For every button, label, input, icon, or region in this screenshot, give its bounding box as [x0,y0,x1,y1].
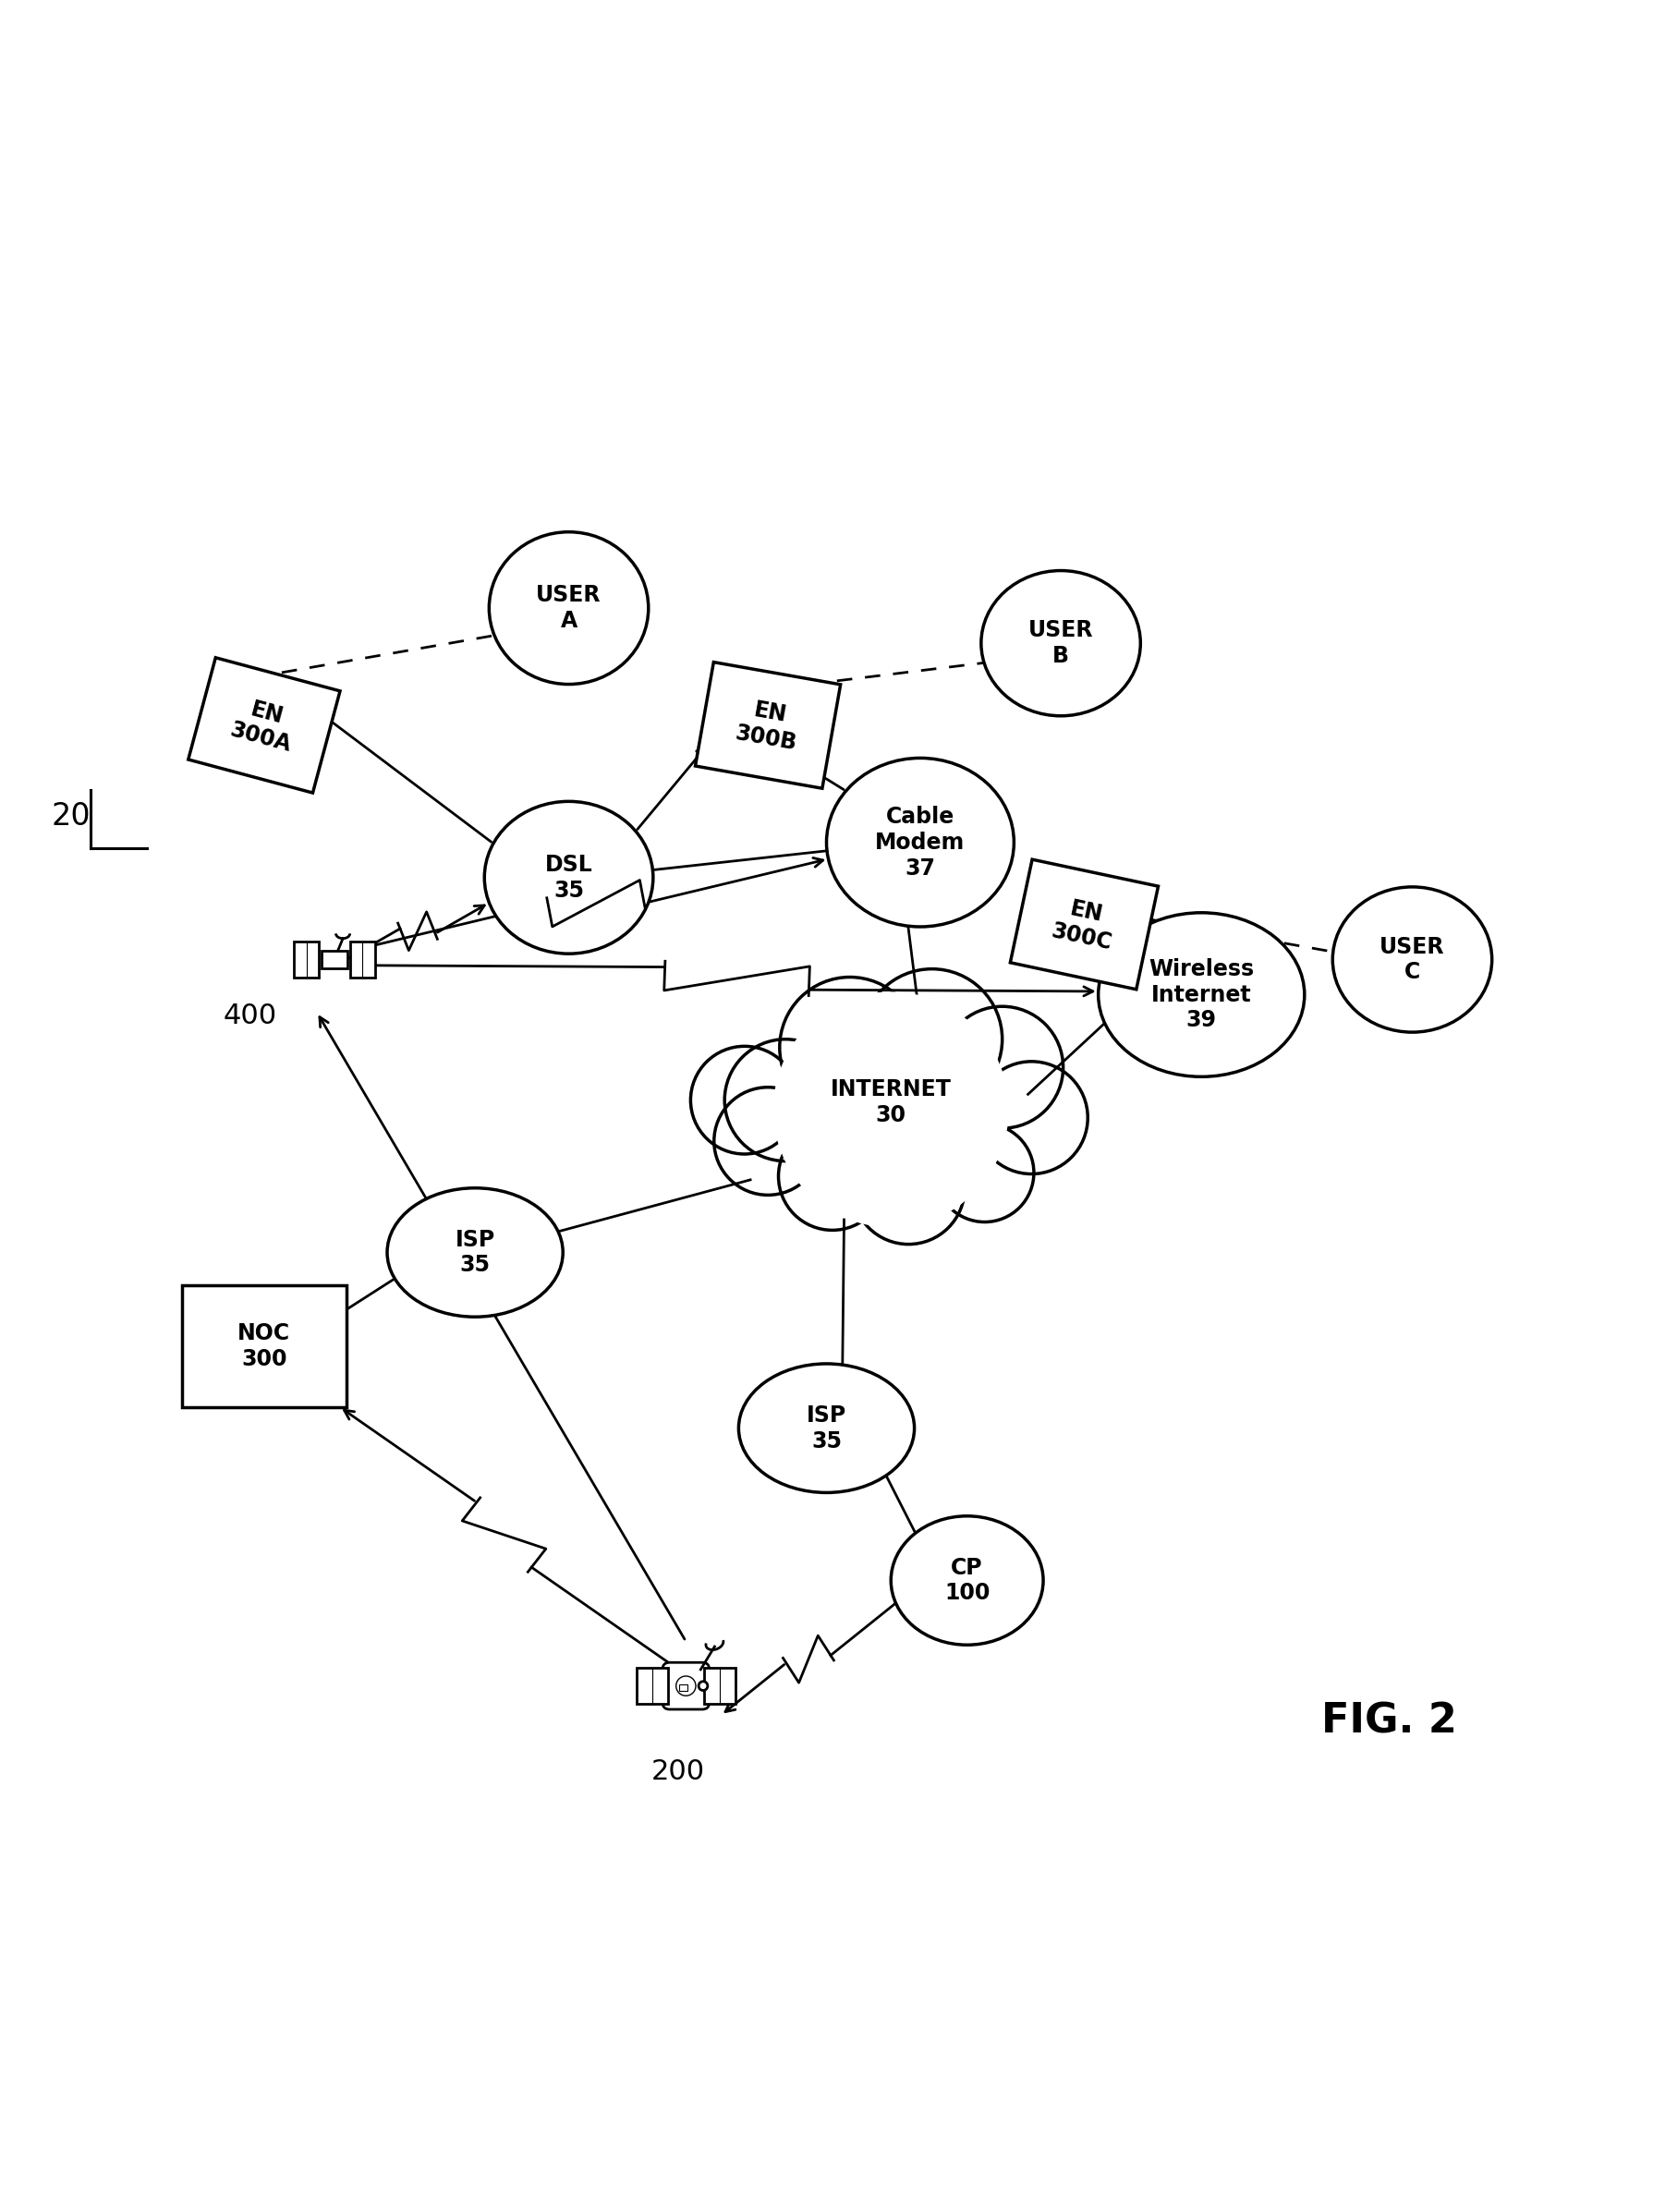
Text: EN
300C: EN 300C [1050,894,1119,953]
Text: 20: 20 [51,801,91,832]
Bar [679,1683,688,1690]
Ellipse shape [1098,914,1304,1077]
Circle shape [861,969,1002,1110]
Bar [636,1668,668,1703]
Circle shape [714,1088,822,1194]
Text: NOC
300: NOC 300 [238,1323,291,1369]
Polygon shape [1010,860,1159,989]
Ellipse shape [826,759,1013,927]
Text: Wireless
Internet
39: Wireless Internet 39 [1149,958,1255,1031]
Text: ISP
35: ISP 35 [455,1228,494,1276]
Ellipse shape [387,1188,564,1316]
Polygon shape [696,661,840,787]
Circle shape [853,1133,965,1243]
Ellipse shape [739,1365,914,1493]
Bar [350,942,375,978]
Text: EN
300B: EN 300B [732,697,803,754]
Ellipse shape [891,1515,1043,1646]
Bar [182,1285,345,1407]
Circle shape [941,1006,1063,1128]
Bar [294,942,319,978]
Ellipse shape [489,531,648,684]
Circle shape [699,1681,707,1690]
Polygon shape [188,657,341,792]
Circle shape [936,1124,1033,1221]
Circle shape [676,1677,696,1697]
Circle shape [774,993,1008,1228]
Text: USER
C: USER C [1380,936,1445,984]
Text: FIG. 2: FIG. 2 [1321,1701,1456,1741]
Circle shape [724,1040,846,1161]
Text: USER
B: USER B [1028,619,1093,668]
Ellipse shape [982,571,1141,717]
Circle shape [975,1062,1088,1175]
Text: ISP
35: ISP 35 [807,1405,846,1451]
Text: CP
100: CP 100 [944,1557,990,1604]
Circle shape [779,1121,886,1230]
Text: Cable
Modem
37: Cable Modem 37 [876,805,965,878]
Text: INTERNET
30: INTERNET 30 [830,1079,952,1126]
Text: EN
300A: EN 300A [228,695,301,757]
Text: USER
A: USER A [536,584,602,633]
Circle shape [780,978,921,1117]
Bar [322,951,347,969]
FancyBboxPatch shape [663,1663,709,1710]
Ellipse shape [484,801,653,953]
Bar [704,1668,736,1703]
Text: DSL
35: DSL 35 [545,854,593,902]
Text: 200: 200 [651,1759,704,1785]
Circle shape [691,1046,798,1155]
Text: 400: 400 [223,1002,276,1029]
Ellipse shape [1332,887,1493,1033]
